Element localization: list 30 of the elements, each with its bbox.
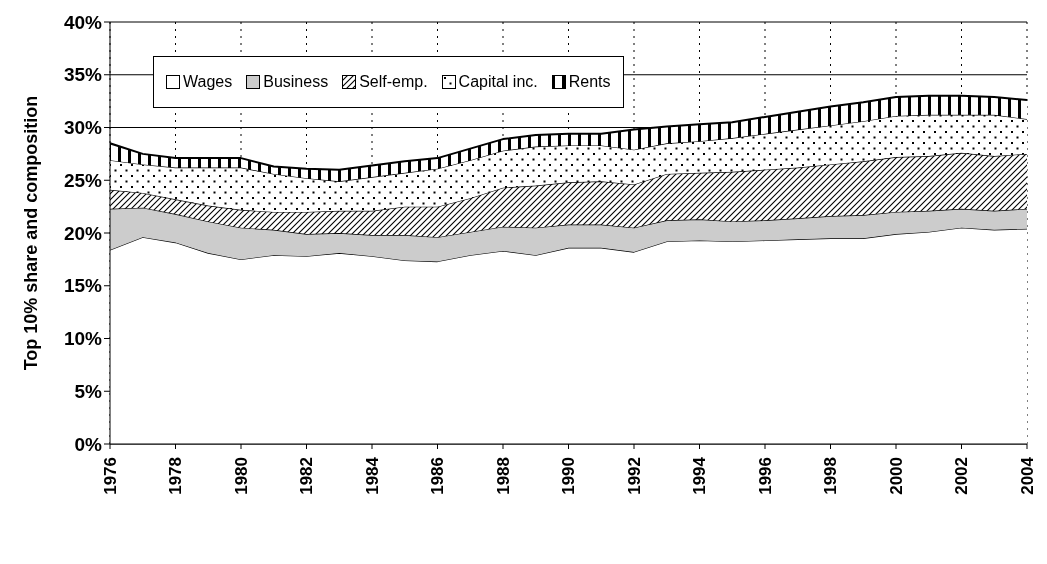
legend-label: Wages [183,73,233,91]
x-tick-label: 1986 [428,457,447,495]
x-tick-label: 2004 [1017,456,1037,495]
y-tick-label: 5% [74,380,103,402]
x-tick-label: 2002 [952,457,971,495]
x-tick-label: 1990 [559,457,578,495]
y-axis-title: Top 10% share and composition [21,95,42,371]
legend-label: Business [263,73,329,91]
y-tick-label: 35% [63,64,103,86]
y-tick-label: 10% [63,328,103,350]
y-tick-label: 15% [63,275,103,297]
legend-label: Capital inc. [458,73,538,91]
x-tick-label: 1992 [624,457,644,495]
y-tick-label: 25% [63,169,103,191]
legend-label: Self-emp. [359,73,428,91]
x-tick-label: 2000 [886,457,906,495]
x-tick-label: 1988 [493,457,513,495]
y-tick-label: 40% [63,11,103,33]
x-tick-label: 1996 [755,457,775,495]
x-tick-label: 1998 [821,457,840,495]
x-tick-label: 1978 [166,457,185,495]
y-tick-label: 30% [63,117,103,139]
legend-label: Rents [568,73,611,91]
x-tick-label: 1994 [690,456,709,495]
y-tick-label: 20% [63,222,103,244]
x-tick-label: 1984 [362,456,382,495]
y-tick-label: 0% [74,433,103,455]
x-tick-label: 1976 [100,457,120,495]
x-tick-label: 1980 [231,457,251,495]
x-tick-label: 1982 [297,457,316,495]
